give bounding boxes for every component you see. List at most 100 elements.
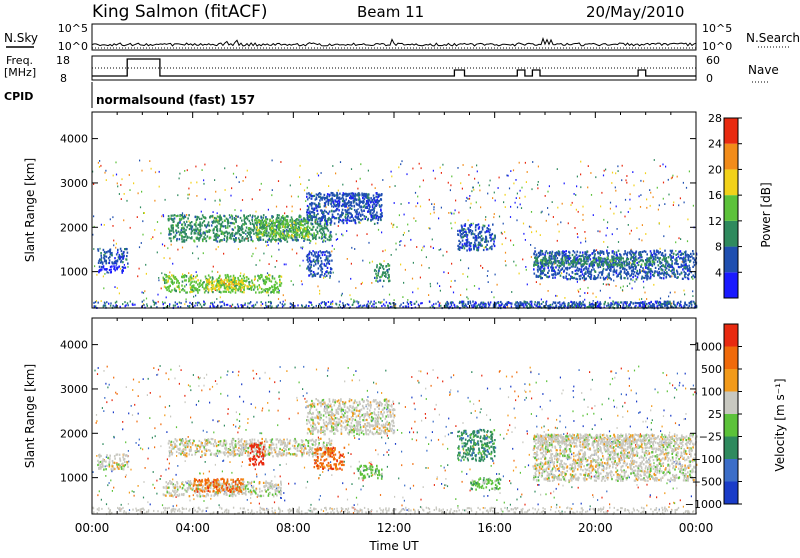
power-noise-cell: [489, 184, 490, 186]
power-region-6-cell: [319, 199, 321, 201]
power-noise-cell: [473, 189, 474, 191]
power-region-11-cell: [588, 270, 590, 272]
power-noise-cell: [503, 201, 504, 203]
power-region-6-cell: [326, 195, 328, 197]
power-region-11-cell: [655, 259, 657, 261]
power-noise-cell: [498, 187, 499, 189]
power-region-4-cell: [232, 228, 234, 230]
power-noise-cell: [585, 241, 586, 243]
power-region-11-cell: [581, 255, 583, 257]
power-region-6-cell: [343, 219, 345, 221]
power-region-5-cell: [294, 222, 296, 224]
power-noise-cell: [318, 175, 319, 177]
power-region-11-cell: [664, 271, 666, 273]
power-region-11-cell: [687, 277, 689, 279]
power-noise-cell: [396, 249, 397, 251]
power-noise-cell: [430, 285, 431, 287]
power-region-11-cell: [657, 250, 659, 252]
power-noise-cell: [400, 163, 401, 165]
power-region-10-cell: [492, 224, 494, 226]
power-noise-cell: [517, 193, 518, 195]
power-region-11-cell: [660, 266, 662, 268]
power-noise-cell: [358, 208, 359, 210]
power-noise-cell: [663, 198, 664, 200]
power-region-5-cell: [295, 219, 297, 221]
power-region-11-cell: [557, 273, 559, 275]
power-noise-cell: [673, 204, 674, 206]
power-noise-cell: [116, 243, 117, 245]
power-region-4-cell: [249, 220, 251, 222]
power-noise-cell: [298, 196, 299, 198]
power-noise-cell: [355, 287, 356, 289]
power-region-8-cell: [309, 260, 311, 262]
power-region-6-cell: [379, 200, 381, 202]
power-noise-cell: [216, 298, 217, 300]
power-noise-cell: [421, 249, 422, 251]
power-region-8-cell: [309, 257, 311, 259]
power-noise-cell: [627, 285, 628, 287]
power-region-2-cell: [179, 288, 181, 290]
power-noise-cell: [300, 165, 301, 167]
power-noise-cell: [522, 259, 523, 261]
power-noise-cell: [625, 179, 626, 181]
power-noise-cell: [335, 173, 336, 175]
power-noise-cell: [201, 211, 202, 213]
power-region-7-cell: [362, 197, 364, 199]
power-noise-cell: [642, 224, 643, 226]
power-region-6-cell: [334, 222, 336, 224]
power-noise-cell: [93, 183, 94, 185]
power-region-4-cell: [244, 239, 246, 241]
power-noise-cell: [510, 216, 511, 218]
power-noise-cell: [421, 167, 422, 169]
power-region-10-cell: [489, 231, 491, 233]
power-region-6-cell: [339, 193, 341, 195]
power-region-10-cell: [484, 225, 486, 227]
power-region-12-cell: [654, 263, 656, 265]
power-region-0-cell: [121, 253, 123, 255]
power-region-3-cell: [206, 283, 208, 285]
power-noise-cell: [525, 239, 526, 241]
date-title: 20/May/2010: [586, 3, 684, 21]
power-noise-cell: [129, 189, 130, 191]
power-region-10-cell: [481, 235, 483, 237]
power-region-12-cell: [662, 264, 664, 266]
power-region-4-cell: [204, 220, 206, 222]
power-region-11-cell: [616, 275, 618, 277]
power-region-10-cell: [488, 225, 490, 227]
power-noise-cell: [319, 293, 320, 295]
power-region-11-cell: [670, 250, 672, 252]
power-region-4-cell: [179, 231, 181, 233]
power-region-11-cell: [632, 270, 634, 272]
power-noise-cell: [557, 168, 558, 170]
power-noise-cell: [606, 284, 607, 286]
power-region-7-cell: [337, 193, 339, 195]
power-region-11-cell: [588, 268, 590, 270]
power-region-8-cell: [317, 253, 319, 255]
power-region-2-cell: [266, 277, 268, 279]
power-region-4-cell: [205, 225, 207, 227]
power-noise-cell: [673, 202, 674, 204]
power-region-5-cell: [256, 226, 258, 228]
power-region-11-cell: [636, 278, 638, 280]
power-region-11-cell: [658, 274, 660, 276]
power-region-11-cell: [650, 275, 652, 277]
power-region-5-cell: [258, 233, 260, 235]
nave-label: Nave: [748, 63, 779, 77]
power-noise-cell: [466, 289, 467, 291]
power-noise-cell: [648, 276, 649, 278]
power-noise-cell: [587, 187, 588, 189]
power-region-6-cell: [310, 215, 312, 217]
power-region-2-cell: [184, 285, 186, 287]
power-region-4-cell: [294, 234, 296, 236]
power-region-4-cell: [244, 217, 246, 219]
power-region-4-cell: [313, 232, 315, 234]
power-region-4-cell: [296, 236, 298, 238]
power-region-10-cell: [475, 226, 477, 228]
power-noise-cell: [494, 213, 495, 215]
power-noise-cell: [213, 266, 214, 268]
power-region-4-cell: [323, 231, 325, 233]
power-region-6-cell: [374, 223, 376, 225]
power-region-10-cell: [472, 233, 474, 235]
power-region-12-cell: [563, 263, 565, 265]
power-region-5-cell: [287, 219, 289, 221]
